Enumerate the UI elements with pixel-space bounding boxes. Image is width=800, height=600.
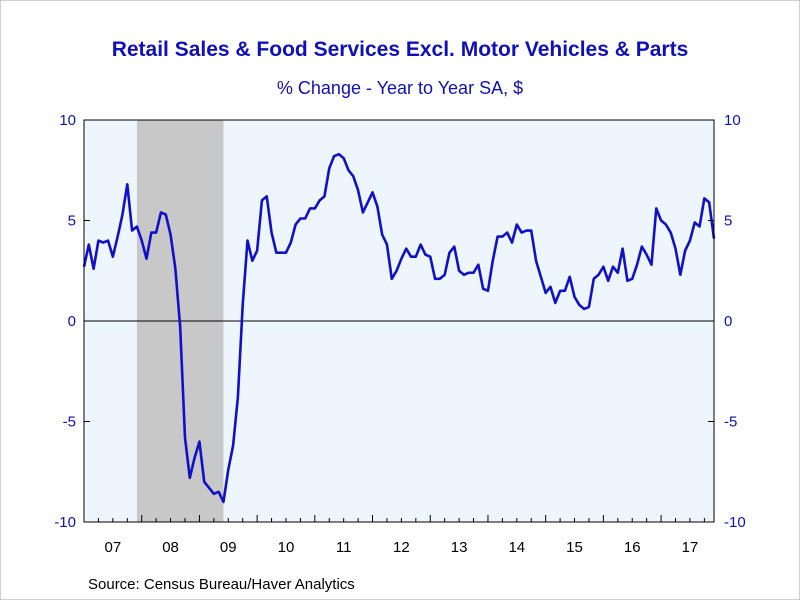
x-tick-label: 10 xyxy=(278,539,295,556)
chart-subtitle: % Change - Year to Year SA, $ xyxy=(276,78,524,98)
chart-title: Retail Sales & Food Services Excl. Motor… xyxy=(111,38,689,61)
x-tick-label: 17 xyxy=(682,539,699,556)
y-tick-label-left: -5 xyxy=(63,414,76,431)
x-tick-label: 14 xyxy=(508,539,525,556)
x-tick-label: 11 xyxy=(336,539,352,556)
y-tick-label-right: 0 xyxy=(724,313,732,330)
y-tick-label-left: 0 xyxy=(68,313,76,330)
y-tick-label-right: -10 xyxy=(724,514,746,531)
source-note: Source: Census Bureau/Haver Analytics xyxy=(88,576,355,593)
x-tick-label: 08 xyxy=(162,539,179,556)
x-tick-label: 07 xyxy=(105,539,122,556)
x-tick-label: 13 xyxy=(451,539,468,556)
y-tick-label-left: -10 xyxy=(54,514,76,531)
x-tick-label: 12 xyxy=(393,539,410,556)
y-tick-label-left: 10 xyxy=(59,112,76,129)
series-line xyxy=(82,152,716,504)
y-tick-label-left: 5 xyxy=(68,213,76,230)
x-tick-label: 15 xyxy=(566,539,583,556)
y-tick-label-right: 5 xyxy=(724,213,732,230)
y-tick-label-right: 10 xyxy=(724,112,741,129)
x-tick-label: 16 xyxy=(624,539,641,556)
y-tick-label-right: -5 xyxy=(724,414,737,431)
x-tick-label: 09 xyxy=(220,539,237,556)
